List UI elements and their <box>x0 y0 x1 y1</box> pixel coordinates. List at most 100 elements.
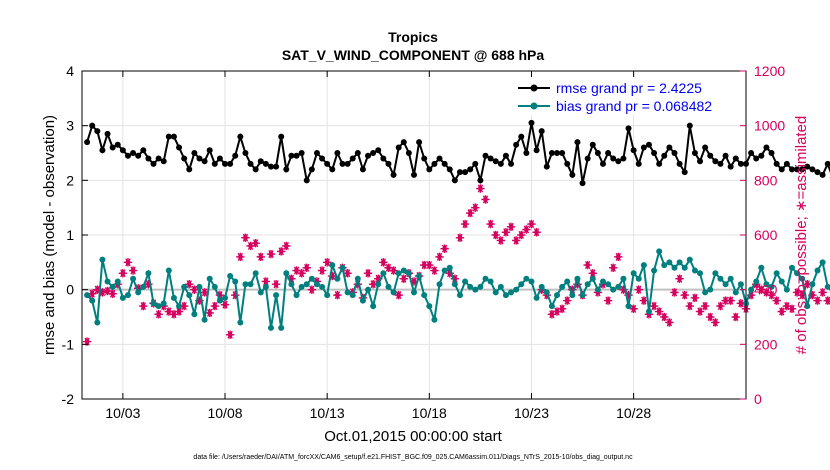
rmse-point <box>390 171 397 178</box>
rmse-point <box>395 144 402 151</box>
legend-bias-marker <box>530 102 538 110</box>
rmse-point <box>472 160 479 167</box>
obs-count-marker <box>389 266 398 275</box>
legend-box <box>514 77 739 115</box>
bias-point <box>242 281 249 288</box>
obs-count-marker <box>343 269 352 278</box>
bias-point <box>303 281 310 288</box>
obs-count-marker <box>660 312 669 322</box>
obs-marker-core <box>426 262 432 268</box>
bias-point <box>247 281 254 288</box>
obs-marker-core <box>432 268 437 273</box>
bias-point <box>518 281 525 288</box>
rmse-point <box>94 128 101 135</box>
rmse-point <box>416 139 423 146</box>
rmse-point <box>548 150 555 156</box>
obs-count-marker <box>680 290 689 300</box>
rmse-point <box>651 150 658 156</box>
bias-point <box>758 264 765 271</box>
bias-point <box>232 278 239 285</box>
rmse-point <box>497 160 504 167</box>
obs-marker-core <box>120 270 126 276</box>
bias-point <box>339 264 346 271</box>
obs-marker-core <box>304 265 310 271</box>
obs-marker-core <box>202 290 207 295</box>
rmse-point <box>441 160 448 167</box>
bias-point <box>651 267 658 274</box>
rmse-point <box>298 150 305 156</box>
rmse-point <box>799 166 806 173</box>
bias-point <box>472 286 479 293</box>
obs-count-marker <box>379 258 388 267</box>
bias-point <box>324 292 331 299</box>
legend-bias-label: bias grand pr = 0.068482 <box>556 98 712 114</box>
bias-point <box>788 264 795 271</box>
bias-point <box>732 289 739 296</box>
rmse-point <box>135 152 142 159</box>
bias-point <box>691 267 698 274</box>
rmse-point <box>671 150 678 156</box>
bias-point <box>707 286 714 293</box>
chart-title: Tropics <box>388 29 438 45</box>
bias-point <box>186 292 193 299</box>
rmse-point <box>181 155 188 162</box>
obs-count-marker <box>695 307 705 316</box>
rmse-point <box>686 122 693 129</box>
rmse-point <box>681 169 688 176</box>
rmse-point <box>283 166 290 173</box>
obs-marker-core <box>656 309 662 314</box>
bias-point <box>773 270 780 277</box>
bias-point <box>176 303 183 310</box>
obs-count-marker <box>465 208 475 218</box>
bias-point <box>288 281 295 288</box>
bias-point <box>508 289 515 296</box>
obs-marker-core <box>810 292 815 298</box>
rmse-point <box>385 160 392 167</box>
rmse-point <box>196 155 203 162</box>
obs-count-marker <box>210 301 219 311</box>
rmse-point <box>599 160 606 167</box>
rmse-point <box>732 155 739 162</box>
bias-point <box>349 292 356 299</box>
bias-point <box>411 289 417 296</box>
obs-marker-core <box>401 276 407 282</box>
legend-rmse-label: rmse grand pr = 2.4225 <box>556 80 702 96</box>
grid-lines <box>82 71 746 399</box>
rmse-point <box>211 160 218 167</box>
obs-marker-core <box>248 243 253 249</box>
obs-count-marker <box>241 233 250 242</box>
obs-count-marker <box>481 195 490 204</box>
rmse-point <box>559 150 566 156</box>
obs-count-marker <box>179 301 189 311</box>
obs-marker-core <box>171 311 177 317</box>
rmse-point <box>748 150 755 156</box>
obs-count-marker <box>486 219 495 229</box>
obs-marker-core <box>718 303 723 309</box>
bias-point <box>676 259 683 266</box>
rmse-point <box>513 141 520 148</box>
obs-marker-core <box>334 292 340 298</box>
y-tick-label: 4 <box>66 63 74 79</box>
rmse-point <box>564 160 571 167</box>
bias-point <box>819 259 826 266</box>
bias-point <box>502 292 509 299</box>
x-tick-label: 10/28 <box>616 405 651 421</box>
bias-point <box>620 275 627 282</box>
obs-marker-core <box>156 311 162 317</box>
bias-point <box>99 256 106 263</box>
rmse-point <box>661 152 668 159</box>
rmse-point <box>538 128 545 135</box>
obs-count-marker <box>706 312 715 322</box>
obs-count-marker <box>322 258 332 267</box>
rmse-point <box>656 160 663 167</box>
bias-point <box>574 275 581 282</box>
rmse-point <box>293 152 300 159</box>
obs-count-marker <box>88 289 97 298</box>
bias-point <box>191 311 198 318</box>
bias-point <box>523 275 530 282</box>
y-tick-label: 0 <box>66 282 74 298</box>
rmse-point <box>523 150 530 156</box>
rmse-point <box>625 125 632 132</box>
rmse-point <box>400 139 407 146</box>
